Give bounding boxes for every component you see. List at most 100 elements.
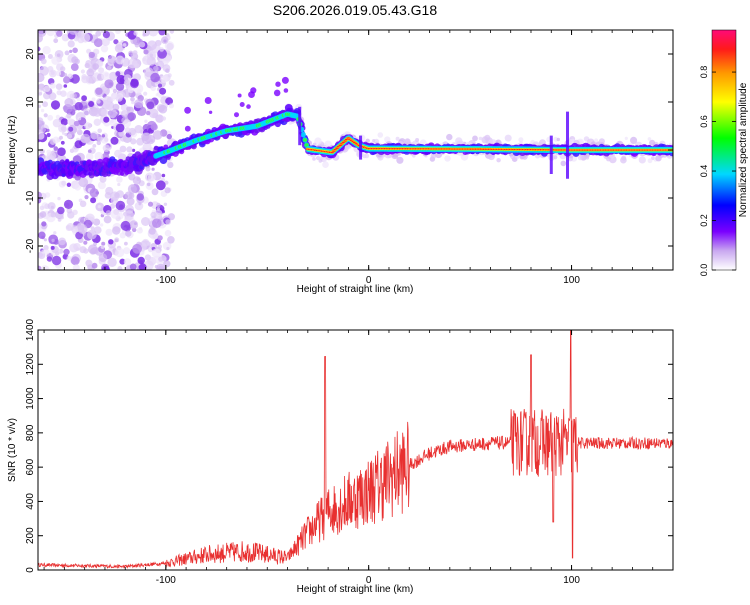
y-tick-label: 400 (25, 493, 36, 510)
heatmap-speckle (67, 40, 75, 48)
heatmap-speckle (63, 84, 68, 88)
heatmap-speckle (125, 230, 132, 237)
heatmap-speckle (114, 247, 125, 258)
heatmap-speckle (63, 199, 74, 209)
heatmap-speckle (157, 83, 163, 88)
heatmap-speckle (72, 264, 80, 270)
heatmap-speckle (115, 82, 125, 91)
heatmap-ridge (65, 158, 70, 163)
heatmap-speckle (101, 265, 110, 270)
heatmap-speckle (57, 147, 66, 156)
heatmap-speckle (124, 127, 131, 134)
heatmap-speckle (38, 46, 41, 52)
heatmap-halo (478, 136, 483, 141)
heatmap-halo (624, 136, 628, 140)
heatmap-speckle (48, 92, 57, 101)
heatmap-speckle (80, 69, 85, 74)
heatmap-speckle (97, 205, 101, 209)
heatmap-speckle (78, 216, 86, 224)
heatmap-speckle (184, 125, 191, 132)
heatmap-speckle (151, 167, 155, 171)
heatmap-speckle (136, 193, 145, 201)
heatmap-speckle (134, 201, 144, 211)
heatmap-speckle (47, 202, 56, 211)
heatmap-speckle (91, 97, 96, 102)
heatmap-speckle (163, 260, 171, 268)
top-x-axis-label: Height of straight line (km) (297, 284, 414, 295)
heatmap-speckle (104, 192, 112, 199)
heatmap-speckle (83, 240, 88, 245)
heatmap-halo (415, 138, 420, 142)
heatmap-speckle (74, 184, 81, 191)
heatmap-speckle (155, 180, 166, 191)
heatmap-halo (496, 158, 501, 163)
heatmap-speckle (164, 229, 172, 237)
heatmap-speckle (77, 116, 82, 121)
heatmap-speckle (132, 176, 142, 185)
heatmap-speckle (161, 209, 165, 214)
heatmap-halo (472, 135, 478, 142)
heatmap-speckle (157, 265, 166, 270)
heatmap-speckle (167, 213, 175, 221)
heatmap-halo (372, 139, 376, 143)
y-tick-label: 600 (25, 458, 36, 475)
heatmap-speckle (124, 210, 135, 221)
heatmap-speckle (116, 190, 124, 199)
heatmap-speckle (98, 67, 105, 74)
heatmap-speckle (114, 44, 124, 53)
heatmap-speckle (40, 108, 45, 113)
heatmap-speckle (51, 238, 55, 243)
heatmap-speckle (117, 182, 121, 187)
heatmap-speckle (127, 184, 137, 194)
heatmap-halo (518, 137, 524, 143)
heatmap-speckle (133, 31, 138, 36)
heatmap-speckle (98, 253, 108, 262)
heatmap-speckle (131, 100, 135, 105)
heatmap-speckle (114, 151, 119, 155)
heatmap-speckle (154, 265, 159, 269)
heatmap-speckle (109, 118, 117, 127)
heatmap-speckle (80, 32, 91, 43)
heatmap-speckle (114, 238, 119, 243)
heatmap-speckle (123, 247, 131, 255)
heatmap-halo (322, 161, 329, 168)
heatmap-speckle (97, 181, 106, 190)
heatmap-speckle (150, 211, 157, 219)
colorbar-tick-label: 0.6 (699, 115, 709, 128)
heatmap-speckle (246, 104, 251, 109)
heatmap-speckle (68, 126, 74, 132)
heatmap-speckle (53, 146, 59, 151)
heatmap-speckle (108, 239, 114, 245)
heatmap-speckle (90, 226, 95, 231)
heatmap-speckle (72, 47, 78, 54)
heatmap-speckle (38, 191, 42, 199)
heatmap-speckle (38, 72, 45, 83)
heatmap-speckle (165, 219, 171, 225)
heatmap-speckle (60, 66, 66, 72)
heatmap-speckle (283, 88, 289, 93)
heatmap-speckle (156, 202, 161, 208)
heatmap-speckle (46, 132, 51, 138)
heatmap-halo (484, 134, 491, 141)
heatmap-speckle (161, 116, 167, 121)
heatmap-speckle (115, 55, 125, 65)
heatmap-speckle (81, 95, 87, 102)
heatmap-speckle (43, 238, 48, 242)
heatmap-speckle (40, 265, 50, 270)
heatmap-speckle (88, 51, 96, 59)
heatmap-speckle (38, 132, 45, 140)
heatmap-ridge (159, 156, 168, 164)
heatmap-speckle (152, 218, 162, 228)
heatmap-speckle (151, 248, 161, 258)
heatmap-halo (430, 153, 437, 159)
heatmap-speckle (137, 256, 145, 265)
heatmap-speckle (40, 58, 47, 65)
heatmap-halo (594, 138, 599, 143)
heatmap-speckle (55, 251, 60, 256)
heatmap-speckle (82, 108, 91, 116)
heatmap-speckle (141, 217, 150, 226)
heatmap-speckle (38, 223, 42, 229)
heatmap-speckle (157, 48, 168, 59)
heatmap-speckle (100, 245, 105, 250)
heatmap-speckle (73, 120, 80, 127)
